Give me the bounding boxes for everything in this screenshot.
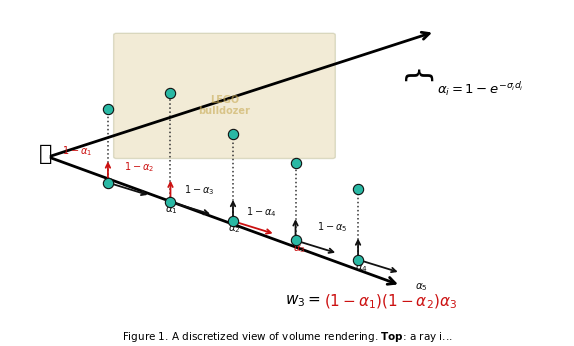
Text: $\alpha_1$: $\alpha_1$ [165,204,178,216]
Point [354,257,363,262]
Text: $\alpha_5$: $\alpha_5$ [416,281,428,293]
Text: $\alpha_2$: $\alpha_2$ [228,224,241,235]
Text: $\}$: $\}$ [405,68,436,85]
Text: $1-\alpha_3$: $1-\alpha_3$ [184,183,214,197]
Point [228,132,238,137]
Text: $(1-\alpha_1)(1-\alpha_2)\alpha_3$: $(1-\alpha_1)(1-\alpha_2)\alpha_3$ [324,292,457,311]
Point [166,90,175,95]
Text: $\alpha_3$: $\alpha_3$ [293,243,306,255]
Text: $1-\alpha_1$: $1-\alpha_1$ [61,144,92,158]
Point [291,161,300,166]
Point [103,106,113,111]
Text: Figure 1. A discretized view of volume rendering. $\mathbf{Top}$: a ray i...: Figure 1. A discretized view of volume r… [122,330,452,344]
Point [166,199,175,204]
Text: $1-\alpha_2$: $1-\alpha_2$ [124,161,154,174]
Text: 📷: 📷 [38,144,52,164]
Text: $1-\alpha_5$: $1-\alpha_5$ [317,220,348,234]
Text: LEGO
bulldozer: LEGO bulldozer [199,95,250,116]
Text: $\alpha_i = 1 - e^{-\sigma_i d_i}$: $\alpha_i = 1 - e^{-\sigma_i d_i}$ [437,81,523,99]
Text: $w_3 = $: $w_3 = $ [285,293,321,309]
Point [291,238,300,243]
Text: $1-\alpha_4$: $1-\alpha_4$ [246,206,277,219]
Point [103,180,113,185]
Point [228,218,238,224]
Point [354,186,363,192]
FancyBboxPatch shape [114,33,335,158]
Text: $\alpha_4$: $\alpha_4$ [355,262,369,274]
